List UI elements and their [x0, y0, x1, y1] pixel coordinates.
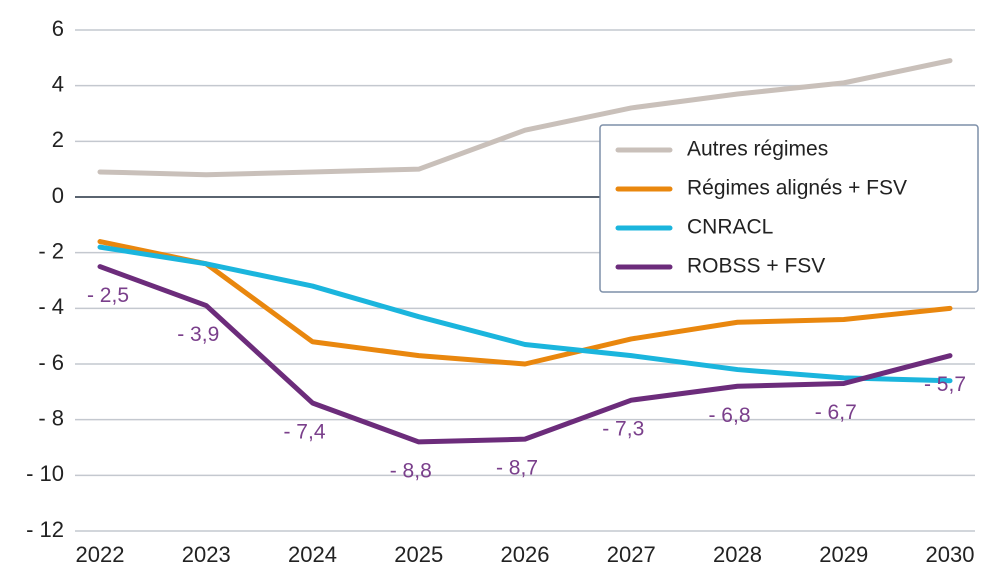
y-tick-label: - 8	[38, 405, 64, 430]
data-label: - 5,7	[924, 373, 966, 396]
data-label: - 8,7	[496, 457, 538, 480]
data-label: - 2,5	[87, 284, 129, 307]
x-tick-label: 2024	[288, 542, 337, 567]
series-line	[97, 264, 953, 445]
y-tick-label: - 2	[38, 238, 64, 263]
data-label: - 8,8	[390, 459, 432, 482]
y-tick-label: 2	[52, 127, 64, 152]
y-tick-label: - 4	[38, 294, 64, 319]
data-label: - 7,3	[602, 418, 644, 441]
legend-label: CNRACL	[687, 216, 773, 239]
x-tick-label: 2022	[76, 542, 125, 567]
data-label: - 6,7	[815, 401, 857, 424]
x-tick-label: 2028	[713, 542, 762, 567]
legend-label: Autres régimes	[687, 138, 828, 161]
legend-label: ROBSS + FSV	[687, 255, 825, 278]
data-label: - 3,9	[177, 323, 219, 346]
data-label: - 6,8	[708, 404, 750, 427]
series-line	[97, 239, 953, 367]
series-line	[97, 244, 953, 384]
x-tick-label: 2030	[926, 542, 975, 567]
x-tick-label: 2029	[819, 542, 868, 567]
y-tick-label: - 12	[26, 517, 64, 542]
y-tick-label: 6	[52, 16, 64, 41]
y-tick-label: - 6	[38, 350, 64, 375]
series-line	[97, 58, 953, 178]
y-tick-label: - 10	[26, 461, 64, 486]
data-label: - 7,4	[283, 421, 325, 444]
x-tick-label: 2027	[607, 542, 656, 567]
legend-label: Régimes alignés + FSV	[687, 177, 907, 200]
y-tick-label: 4	[52, 71, 64, 96]
x-tick-label: 2026	[501, 542, 550, 567]
legend-box	[599, 124, 979, 293]
x-tick-label: 2023	[182, 542, 231, 567]
y-tick-label: 0	[52, 183, 64, 208]
x-tick-label: 2025	[394, 542, 443, 567]
